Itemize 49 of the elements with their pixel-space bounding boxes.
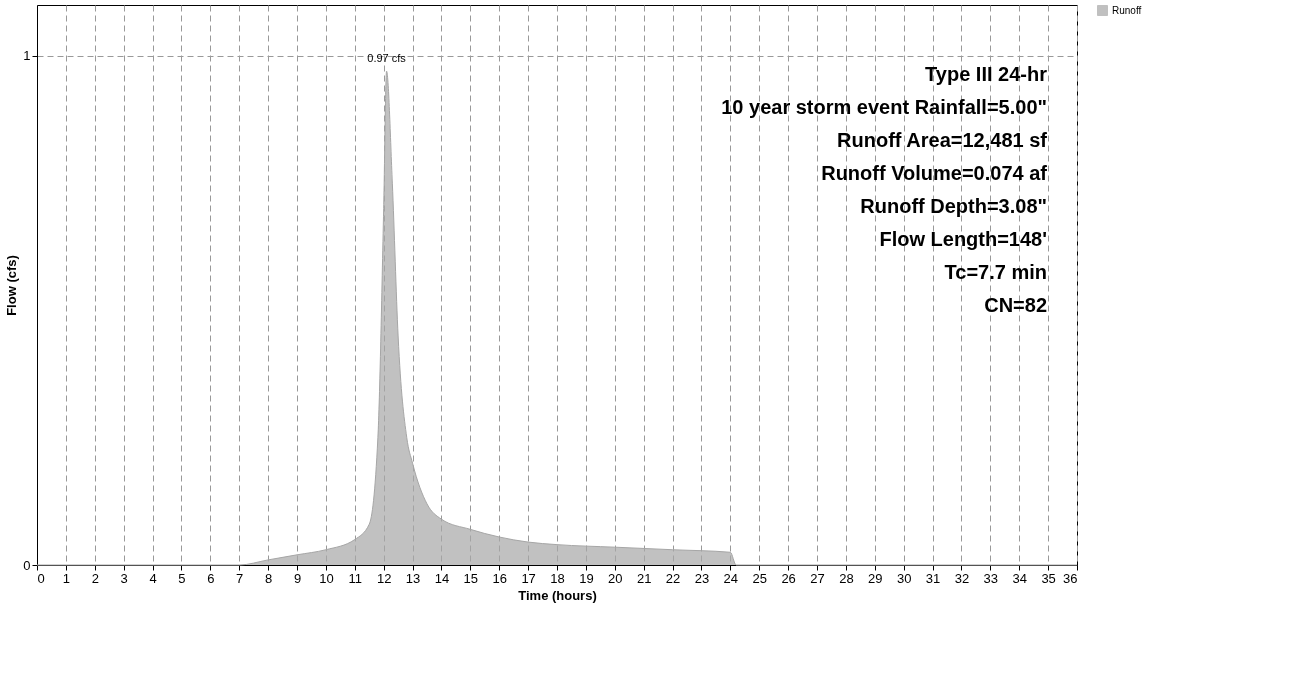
annotation: CN=82: [984, 294, 1047, 316]
annotation: 0.97 cfs: [367, 52, 407, 65]
x-tick-label: 11: [348, 570, 363, 586]
annotation: Runoff Depth=3.08": [860, 195, 1047, 217]
x-tick-label: 13: [405, 570, 421, 586]
x-tick-label: 31: [925, 570, 941, 586]
annotation: Flow Length=148': [879, 228, 1047, 250]
x-tick-label: 29: [868, 570, 883, 586]
x-tick-label: 24: [723, 570, 739, 586]
x-tick-label: 6: [207, 570, 215, 586]
annotation: Tc=7.7 min: [944, 261, 1047, 283]
x-tick-label: 12: [376, 570, 392, 586]
annotation: 10 year storm event Rainfall=5.00": [721, 96, 1047, 118]
x-tick-label: 16: [492, 570, 507, 586]
x-tick-label: 18: [550, 570, 565, 586]
x-tick-label: 5: [178, 570, 186, 586]
x-tick-label: 22: [665, 570, 681, 586]
x-tick-label: 10: [319, 570, 334, 586]
x-tick-label: 35: [1041, 570, 1056, 586]
annotation: Runoff Volume=0.074 af: [821, 162, 1048, 184]
annotation: Runoff Area=12,481 sf: [837, 129, 1048, 151]
x-tick-label: 25: [752, 570, 767, 586]
x-axis-title: Time (hours): [518, 587, 597, 603]
x-tick-label: 23: [694, 570, 710, 586]
x-tick-label: 27: [810, 570, 825, 586]
x-tick-label: 30: [896, 570, 912, 586]
x-tick-label: 19: [579, 570, 594, 586]
x-tick-label: 32: [954, 570, 970, 586]
annotation: Type III 24-hr: [925, 63, 1048, 85]
x-tick-label: 7: [236, 570, 244, 586]
x-tick-label: 26: [781, 570, 796, 586]
x-tick-label: 1: [62, 570, 71, 586]
x-tick-label: 3: [120, 570, 128, 586]
x-tick-label: 9: [293, 570, 302, 586]
x-tick-label: 33: [983, 570, 999, 586]
x-tick-label: 8: [264, 570, 273, 586]
x-tick-label: 4: [149, 570, 157, 586]
legend-label: Runoff: [1112, 4, 1142, 16]
x-tick-label: 14: [434, 570, 450, 586]
x-tick-label: 34: [1012, 570, 1027, 586]
x-tick-label: 28: [839, 570, 854, 586]
y-axis-title: Flow (cfs): [4, 255, 20, 316]
x-tick-label: 2: [91, 570, 99, 586]
x-tick-label: 15: [463, 570, 479, 586]
x-tick-label: 21: [636, 570, 652, 586]
x-tick-label: 0: [37, 570, 45, 586]
x-tick-label: 36: [1063, 570, 1078, 586]
x-tick-label: 17: [521, 570, 536, 586]
x-tick-label: 20: [608, 570, 623, 586]
